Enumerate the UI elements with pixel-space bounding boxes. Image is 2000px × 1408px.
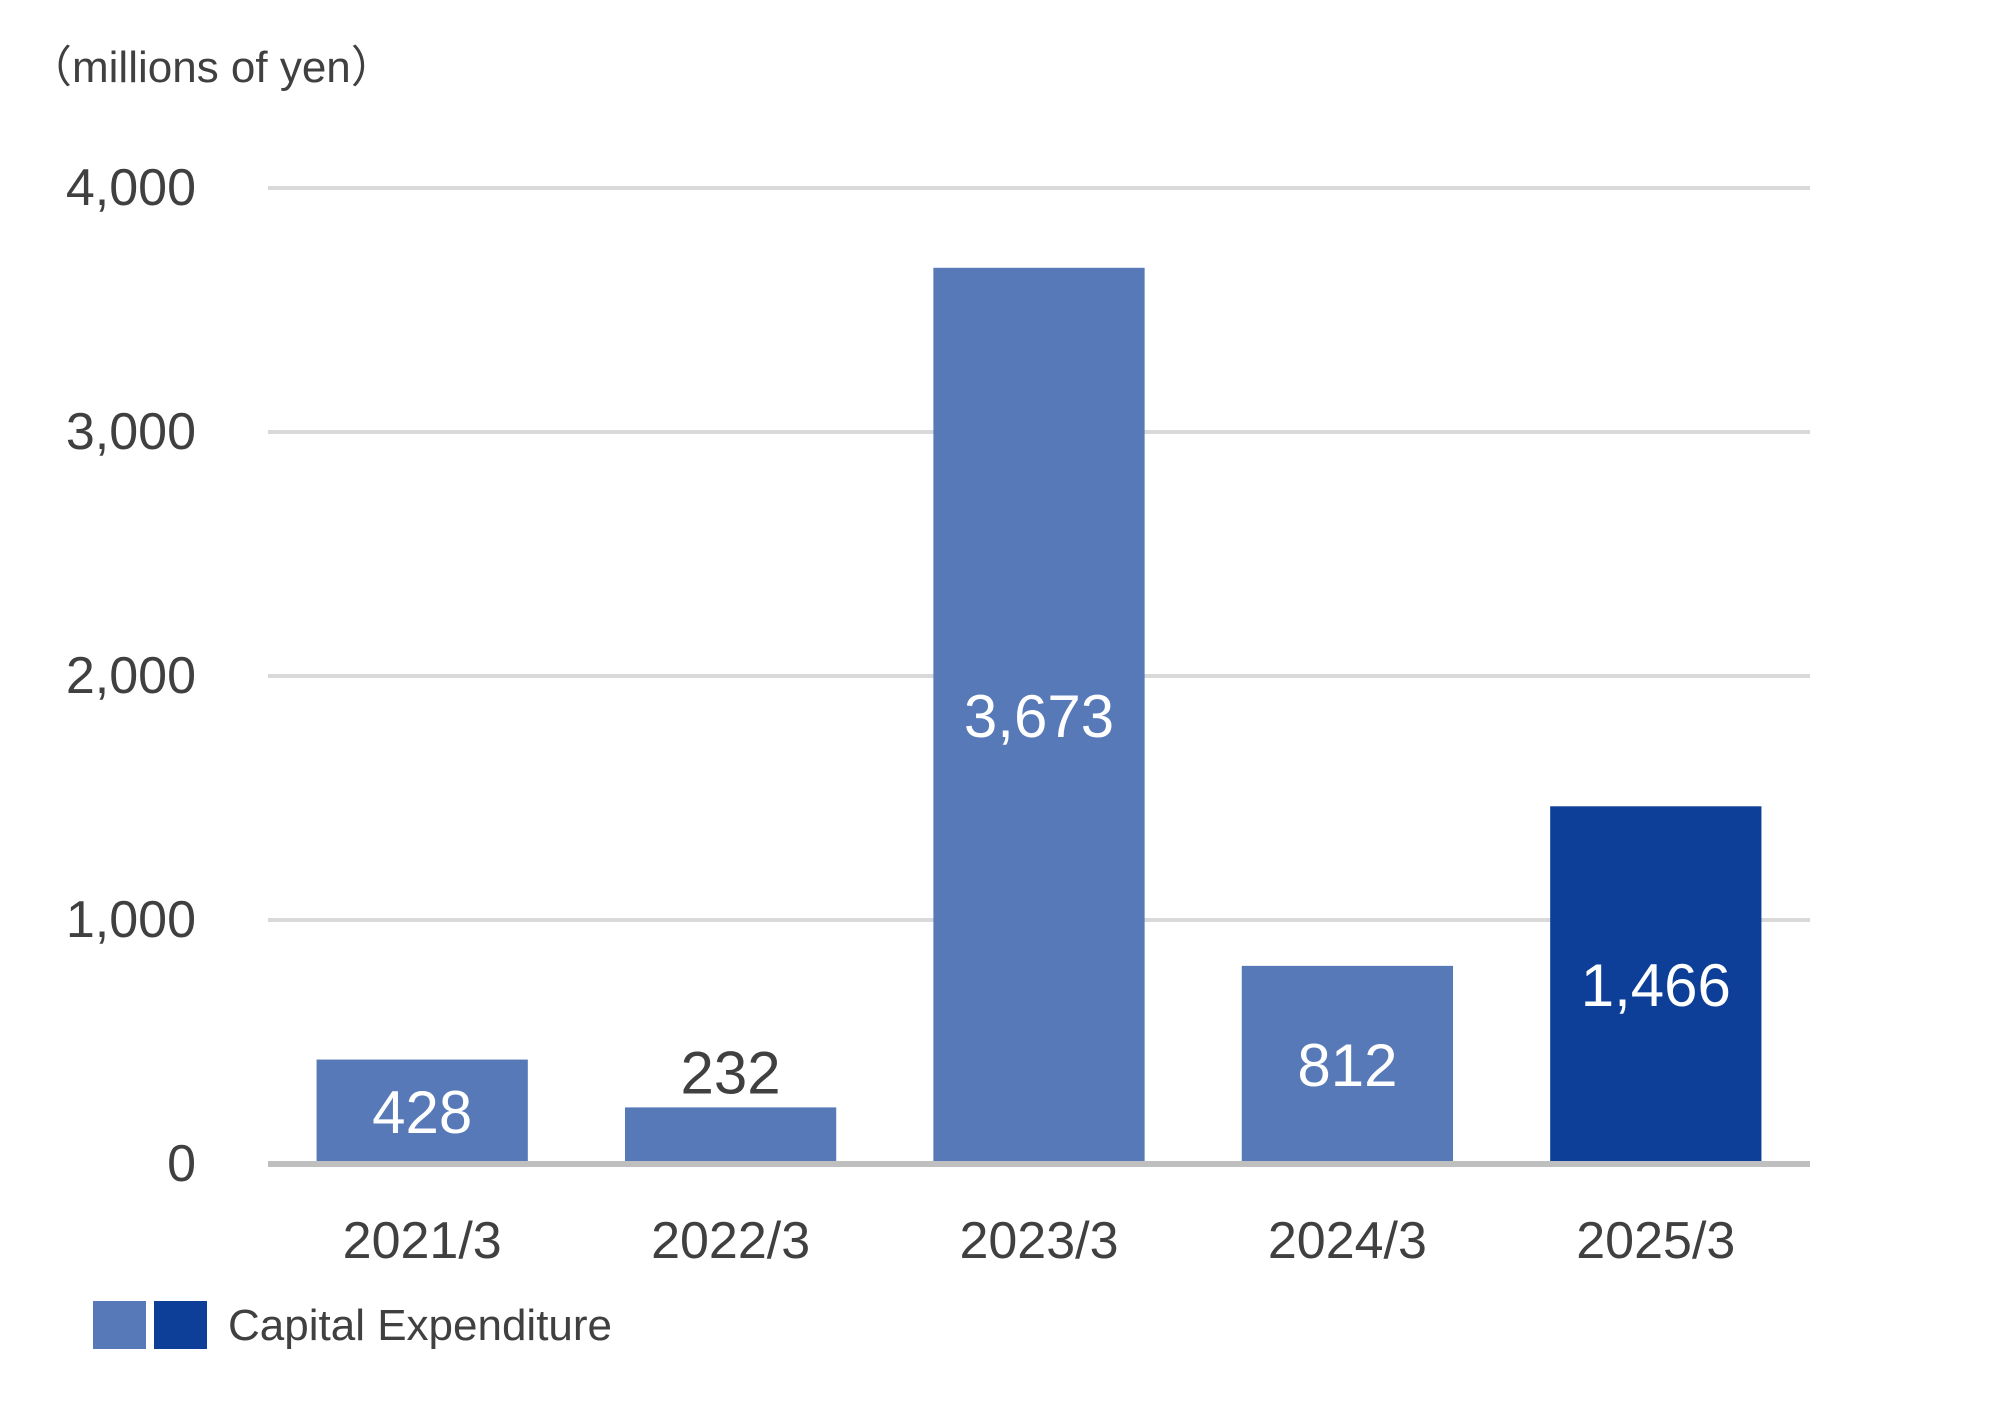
legend-label: Capital Expenditure bbox=[228, 1301, 612, 1350]
x-tick-label: 2023/3 bbox=[959, 1212, 1118, 1270]
x-tick-label: 2025/3 bbox=[1576, 1212, 1735, 1270]
y-tick-label: 3,000 bbox=[66, 403, 196, 461]
legend-swatch bbox=[93, 1301, 146, 1349]
bar bbox=[316, 1059, 528, 1164]
bar bbox=[624, 1107, 837, 1164]
bar bbox=[1241, 965, 1454, 1164]
y-tick-label: 2,000 bbox=[66, 647, 196, 705]
x-tick-label: 2022/3 bbox=[651, 1212, 810, 1270]
legend-swatch bbox=[154, 1301, 207, 1349]
bar bbox=[933, 267, 1145, 1165]
y-axis-ticks: 0 1,000 2,000 3,000 4,000 bbox=[66, 159, 196, 1193]
y-tick-label: 1,000 bbox=[66, 891, 196, 949]
y-tick-label: 4,000 bbox=[66, 159, 196, 217]
bar-value-label: 428 bbox=[372, 1079, 472, 1146]
x-axis-ticks: 2021/3 2022/3 2023/3 2024/3 2025/3 bbox=[343, 1212, 1736, 1270]
bar bbox=[1550, 806, 1762, 1164]
bar-value-label: 3,673 bbox=[964, 683, 1114, 750]
x-tick-label: 2024/3 bbox=[1268, 1212, 1427, 1270]
bar-value-label: 232 bbox=[681, 1039, 781, 1106]
y-tick-label: 0 bbox=[167, 1135, 196, 1193]
bars: 428 232 3,673 812 1,466 bbox=[316, 267, 1762, 1165]
legend: Capital Expenditure bbox=[93, 1301, 612, 1350]
unit-label: （millions of yen） bbox=[28, 43, 395, 92]
bar-value-label: 812 bbox=[1297, 1032, 1397, 1099]
bar-value-label: 1,466 bbox=[1581, 952, 1731, 1019]
x-tick-label: 2021/3 bbox=[343, 1212, 502, 1270]
